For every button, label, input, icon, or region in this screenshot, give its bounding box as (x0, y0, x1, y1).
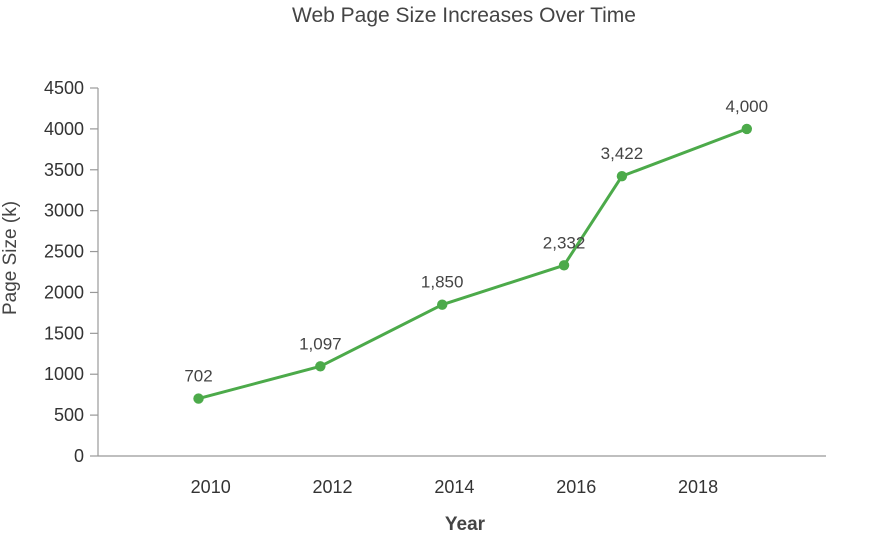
y-tick-label: 2000 (44, 282, 84, 302)
y-tick-label: 2500 (44, 242, 84, 262)
data-label: 4,000 (726, 97, 769, 116)
x-tick-label: 2016 (556, 477, 596, 497)
x-tick-label: 2018 (678, 477, 718, 497)
x-tick-label: 2010 (191, 477, 231, 497)
data-point (558, 260, 570, 271)
y-tick-label: 1500 (44, 323, 84, 343)
data-point (315, 361, 326, 372)
y-tick-label: 500 (54, 405, 84, 425)
data-label: 3,422 (601, 144, 644, 163)
data-point (193, 393, 204, 404)
data-point (616, 170, 628, 182)
chart-title: Web Page Size Increases Over Time (292, 4, 636, 27)
data-label: 702 (184, 367, 212, 386)
plot-area: 0 500 1000 1500 2000 2500 3000 3500 4000 4500 2010… (44, 78, 826, 497)
y-tick-label: 0 (74, 446, 84, 466)
y-tick-label: 3000 (44, 201, 84, 221)
series-line (197, 127, 749, 401)
y-tick-label: 4000 (44, 119, 84, 139)
data-label: 1,850 (421, 273, 464, 292)
data-point (437, 299, 448, 310)
data-point (741, 123, 753, 135)
y-axis-label: Page Size (k) (0, 201, 21, 315)
data-label: 1,097 (299, 334, 342, 353)
data-label: 2,332 (543, 233, 586, 252)
y-tick-label: 3500 (44, 160, 84, 180)
y-tick-label: 4500 (44, 78, 84, 98)
x-tick-label: 2012 (313, 477, 353, 497)
x-tick-label: 2014 (434, 477, 474, 497)
x-axis-label: Year (445, 514, 486, 535)
y-tick-label: 1000 (44, 364, 84, 384)
